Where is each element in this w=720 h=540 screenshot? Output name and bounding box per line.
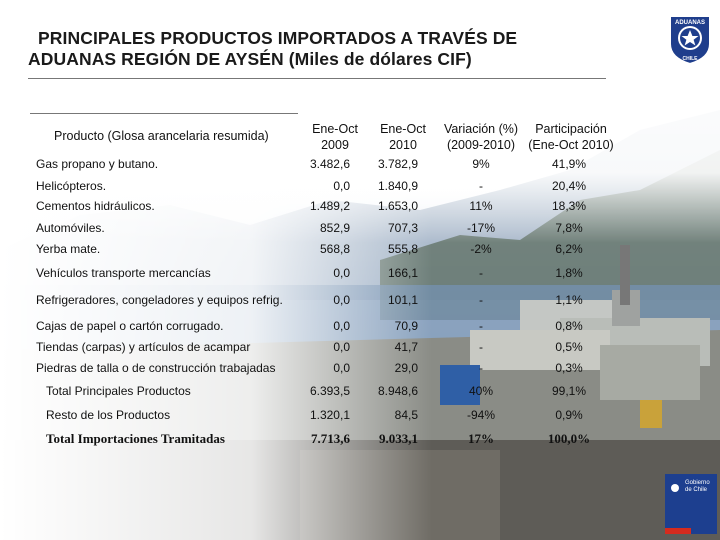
gobierno-line-1: Gobierno <box>685 480 710 486</box>
row-2009: 0,0 <box>333 340 350 354</box>
total-principal-2009: 6.393,5 <box>309 384 350 398</box>
header-variation-l1: Variación (%) <box>443 122 519 136</box>
row-2009: 3.482,6 <box>309 157 350 171</box>
header-2010-l1: Ene-Oct <box>380 122 426 136</box>
row-2009: 0,0 <box>333 293 350 307</box>
row-variation: -17% <box>466 221 495 235</box>
total-imports-label: Total Importaciones Tramitadas <box>46 431 225 446</box>
row-participation: 18,3% <box>551 199 587 213</box>
row-product: Piedras de talla o de construcción traba… <box>36 361 276 375</box>
row-variation: - <box>479 340 483 354</box>
logo-label: ADUANAS <box>675 20 705 26</box>
row-variation: 11% <box>469 199 493 213</box>
header-variation-l2: (2009-2010) <box>446 138 516 152</box>
title-line-1: PRINCIPALES PRODUCTOS IMPORTADOS A TRAVÉ… <box>38 28 518 48</box>
row-2010: 70,9 <box>394 319 418 333</box>
total-imports-2009: 7.713,6 <box>311 431 350 446</box>
row-variation: - <box>479 319 483 333</box>
gobierno-line-2: de Chile <box>685 487 708 493</box>
row-2009: 0,0 <box>333 179 350 193</box>
title-line-2: ADUANAS REGIÓN DE AYSÉN (Miles de dólare… <box>28 49 472 69</box>
row-variation: - <box>479 179 483 193</box>
total-imports-participation: 100,0% <box>547 431 591 446</box>
row-2009: 0,0 <box>333 361 350 375</box>
header-2010-l2: 2010 <box>389 138 417 152</box>
row-participation: 1,1% <box>555 293 583 307</box>
header-participation-l1: Participación <box>535 122 607 136</box>
row-product: Yerba mate. <box>36 242 101 256</box>
title-divider <box>28 78 606 79</box>
row-2010: 41,7 <box>394 340 418 354</box>
row-variation: - <box>479 293 483 307</box>
rest-products-2009: 1.320,1 <box>309 408 350 422</box>
total-principal-label: Total Principales Productos <box>46 384 191 398</box>
row-2009: 0,0 <box>333 319 350 333</box>
row-product: Refrigeradores, congeladores y equipos r… <box>36 293 283 307</box>
row-product: Vehículos transporte mercancías <box>36 266 211 280</box>
row-product: Helicópteros. <box>36 179 107 193</box>
row-2010: 101,1 <box>387 293 418 307</box>
rest-products-label: Resto de los Productos <box>46 408 171 422</box>
header-participation-l2: (Ene-Oct 2010) <box>528 138 614 152</box>
gobierno-logo-icon <box>665 474 717 534</box>
row-participation: 1,8% <box>555 266 583 280</box>
total-principal-2010: 8.948,6 <box>377 384 418 398</box>
row-2010: 1.653,0 <box>377 199 418 213</box>
row-product: Automóviles. <box>36 221 105 235</box>
row-participation: 20,4% <box>551 179 587 193</box>
row-variation: - <box>479 266 483 280</box>
row-product: Cementos hidráulicos. <box>36 199 155 213</box>
row-product: Gas propano y butano. <box>36 157 159 171</box>
row-participation: 6,2% <box>555 242 583 256</box>
row-variation: -2% <box>470 242 492 256</box>
header-product: Producto (Glosa arancelaria resumida) <box>54 129 269 143</box>
aduanas-logo-icon <box>669 15 711 66</box>
logo-sublabel: CHILE <box>682 56 698 62</box>
row-2009: 0,0 <box>333 266 350 280</box>
row-2010: 707,3 <box>387 221 418 235</box>
row-2009: 1.489,2 <box>309 199 350 213</box>
row-2010: 1.840,9 <box>377 179 418 193</box>
row-participation: 0,8% <box>555 319 583 333</box>
row-participation: 7,8% <box>555 221 583 235</box>
gobierno-de-chile-logo: Gobierno de Chile <box>665 474 717 539</box>
row-participation: 41,9% <box>551 157 587 171</box>
row-2010: 29,0 <box>394 361 418 375</box>
row-participation: 0,3% <box>555 361 583 375</box>
total-imports-variation: 17% <box>468 431 494 446</box>
row-2010: 555,8 <box>387 242 418 256</box>
row-2010: 3.782,9 <box>377 157 418 171</box>
row-2009: 568,8 <box>319 242 350 256</box>
total-principal-variation: 40% <box>468 384 494 398</box>
rest-products-2010: 84,5 <box>394 408 418 422</box>
rest-products-variation: -94% <box>466 408 495 422</box>
row-product: Cajas de papel o cartón corrugado. <box>36 319 224 333</box>
rest-products-participation: 0,9% <box>555 408 583 422</box>
row-variation: 9% <box>472 157 490 171</box>
total-imports-2010: 9.033,1 <box>379 431 418 446</box>
total-principal-participation: 99,1% <box>551 384 587 398</box>
page-title: PRINCIPALES PRODUCTOS IMPORTADOS A TRAVÉ… <box>28 28 618 70</box>
row-2009: 852,9 <box>319 221 350 235</box>
row-participation: 0,5% <box>555 340 583 354</box>
table-header-rule <box>30 113 298 114</box>
header-2009-l1: Ene-Oct <box>312 122 358 136</box>
header-2009-l2: 2009 <box>321 138 349 152</box>
row-product: Tiendas (carpas) y artículos de acampar <box>36 340 251 354</box>
row-variation: - <box>479 361 483 375</box>
row-2010: 166,1 <box>387 266 418 280</box>
